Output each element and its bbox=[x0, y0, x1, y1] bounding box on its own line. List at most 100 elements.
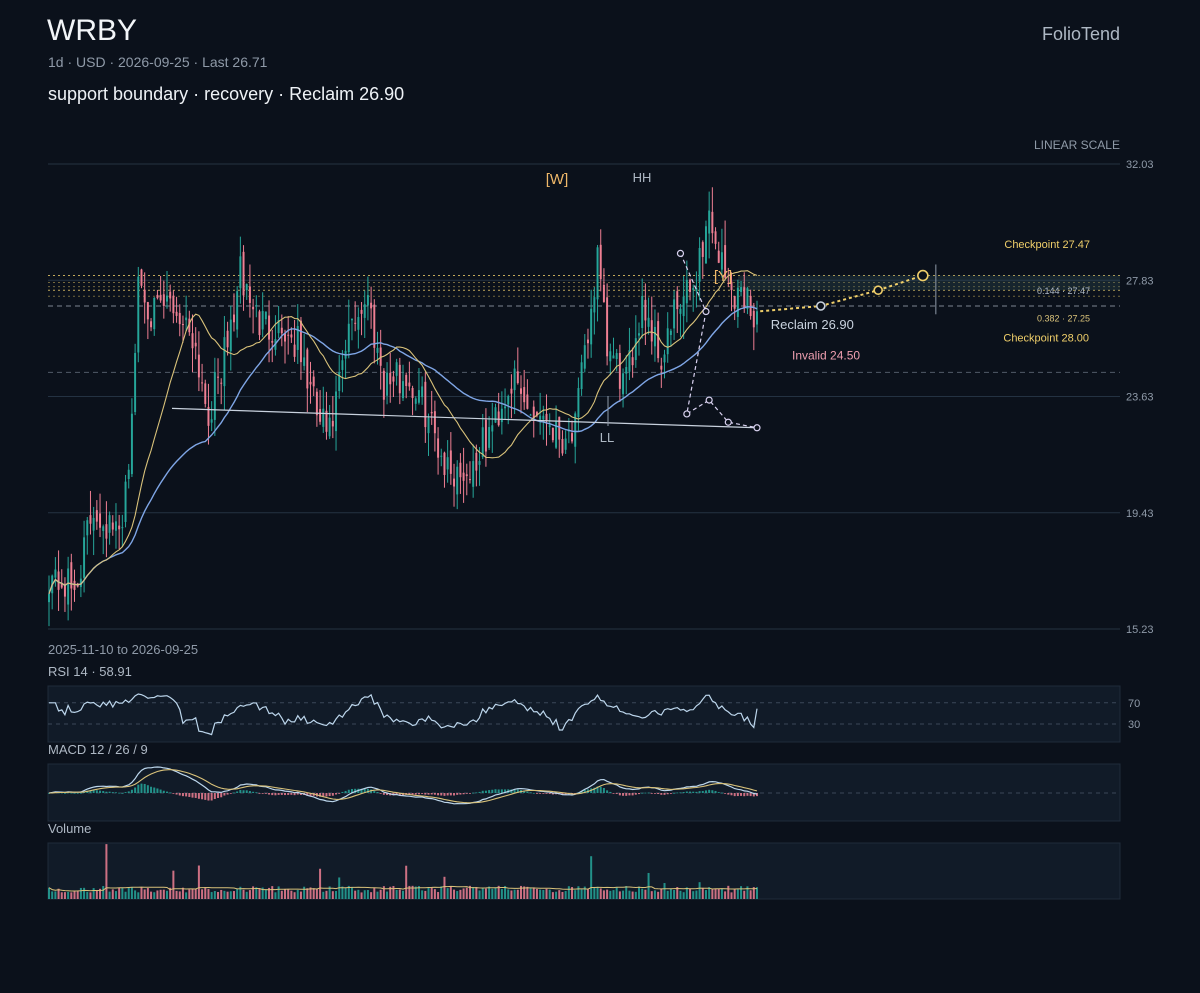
macd-hist-bar bbox=[386, 793, 389, 796]
ma-slow-line bbox=[48, 305, 758, 595]
candle-body bbox=[692, 288, 695, 290]
pattern-point bbox=[724, 418, 732, 426]
volume-bar bbox=[60, 892, 63, 899]
macd-hist-bar bbox=[89, 790, 92, 793]
macd-hist-bar bbox=[274, 793, 277, 796]
candle-body bbox=[54, 569, 57, 578]
volume-bar bbox=[456, 891, 459, 899]
volume-bar bbox=[660, 888, 663, 899]
volume-bar bbox=[599, 888, 602, 899]
target-zone bbox=[738, 275, 1120, 291]
candle-body bbox=[382, 370, 385, 400]
candle-body bbox=[542, 415, 545, 420]
macd-hist-bar bbox=[701, 791, 704, 793]
volume-bar bbox=[319, 868, 322, 899]
macd-hist-bar bbox=[169, 792, 172, 794]
volume-bar bbox=[370, 892, 373, 899]
volume-bar bbox=[172, 870, 175, 899]
macd-hist-bar bbox=[421, 793, 424, 794]
volume-bar bbox=[284, 888, 286, 899]
candle-body bbox=[162, 294, 165, 307]
macd-hist-bar bbox=[504, 789, 507, 793]
rsi-ref-label: 30 bbox=[1128, 719, 1140, 731]
volume-bar bbox=[685, 887, 688, 899]
macd-hist-bar bbox=[698, 791, 701, 793]
macd-hist-bar bbox=[159, 789, 162, 793]
macd-hist-bar bbox=[494, 789, 497, 793]
macd-hist-bar bbox=[146, 785, 149, 793]
volume-bar bbox=[653, 890, 656, 899]
volume-bar bbox=[118, 887, 121, 899]
volume-bar bbox=[67, 891, 70, 899]
volume-bar bbox=[711, 889, 714, 899]
macd-hist-bar bbox=[178, 793, 181, 796]
volume-bar bbox=[389, 886, 392, 899]
volume-bar bbox=[622, 890, 625, 899]
volume-bar bbox=[153, 892, 156, 899]
candle-body bbox=[488, 427, 491, 448]
candle-body bbox=[523, 387, 526, 403]
macd-hist-bar bbox=[360, 788, 363, 793]
candle-body bbox=[255, 305, 258, 307]
candle-body bbox=[472, 461, 475, 487]
rsi-title: RSI 14 · 58.91 bbox=[48, 664, 132, 679]
macd-hist-bar bbox=[500, 789, 503, 793]
volume-bar bbox=[328, 886, 331, 899]
macd-hist-bar bbox=[191, 793, 194, 798]
checkpoint-label: Checkpoint 27.47 bbox=[1004, 239, 1090, 251]
candle-body bbox=[172, 295, 175, 314]
macd-hist-bar bbox=[535, 793, 538, 794]
volume-bar bbox=[373, 888, 376, 899]
macd-hist-bar bbox=[217, 793, 220, 798]
volume-bar bbox=[290, 890, 293, 899]
macd-hist-bar bbox=[373, 790, 376, 793]
candle-body bbox=[663, 354, 666, 363]
candle-body bbox=[430, 412, 433, 414]
volume-bar bbox=[331, 891, 334, 899]
macd-hist-bar bbox=[344, 790, 347, 793]
candle-body bbox=[685, 279, 688, 304]
macd-hist-bar bbox=[242, 790, 245, 793]
volume-bar bbox=[708, 887, 711, 899]
candle-body bbox=[558, 416, 561, 440]
candle-body bbox=[555, 421, 558, 448]
macd-hist-bar bbox=[749, 793, 752, 797]
volume-bar bbox=[740, 886, 743, 899]
macd-hist-bar bbox=[341, 791, 344, 793]
volume-bar bbox=[730, 892, 733, 899]
candle-body bbox=[232, 314, 235, 323]
candle-body bbox=[606, 297, 609, 357]
candle-body bbox=[625, 367, 628, 374]
date-range: 2025-11-10 to 2026-09-25 bbox=[48, 642, 199, 657]
volume-bar bbox=[220, 889, 223, 899]
volume-bar bbox=[204, 887, 207, 899]
volume-bar bbox=[638, 886, 640, 899]
candle-body bbox=[60, 582, 63, 588]
candle-body bbox=[217, 376, 220, 378]
candle-body bbox=[63, 583, 66, 597]
macd-hist-bar bbox=[685, 791, 688, 793]
macd-hist-bar bbox=[453, 793, 456, 796]
volume-bar bbox=[121, 887, 124, 899]
candle-body bbox=[57, 571, 60, 590]
volume-bar bbox=[398, 889, 401, 899]
candle-body bbox=[586, 339, 589, 344]
volume-bar bbox=[491, 888, 494, 899]
volume-bar bbox=[717, 888, 720, 899]
volume-bar bbox=[545, 888, 548, 899]
volume-bar bbox=[312, 888, 315, 899]
candle-body bbox=[347, 323, 350, 353]
macd-hist-bar bbox=[657, 793, 660, 795]
candle-body bbox=[280, 327, 283, 334]
macd-hist-bar bbox=[433, 793, 436, 795]
candle-body bbox=[194, 342, 197, 347]
volume-bar bbox=[322, 891, 325, 899]
candle-body bbox=[647, 317, 650, 327]
candle-body bbox=[105, 524, 108, 539]
volume-bar bbox=[714, 888, 717, 899]
candle-body bbox=[727, 282, 730, 284]
candle-body bbox=[121, 527, 124, 529]
macd-hist-bar bbox=[255, 792, 258, 794]
macd-hist-bar bbox=[641, 792, 644, 794]
